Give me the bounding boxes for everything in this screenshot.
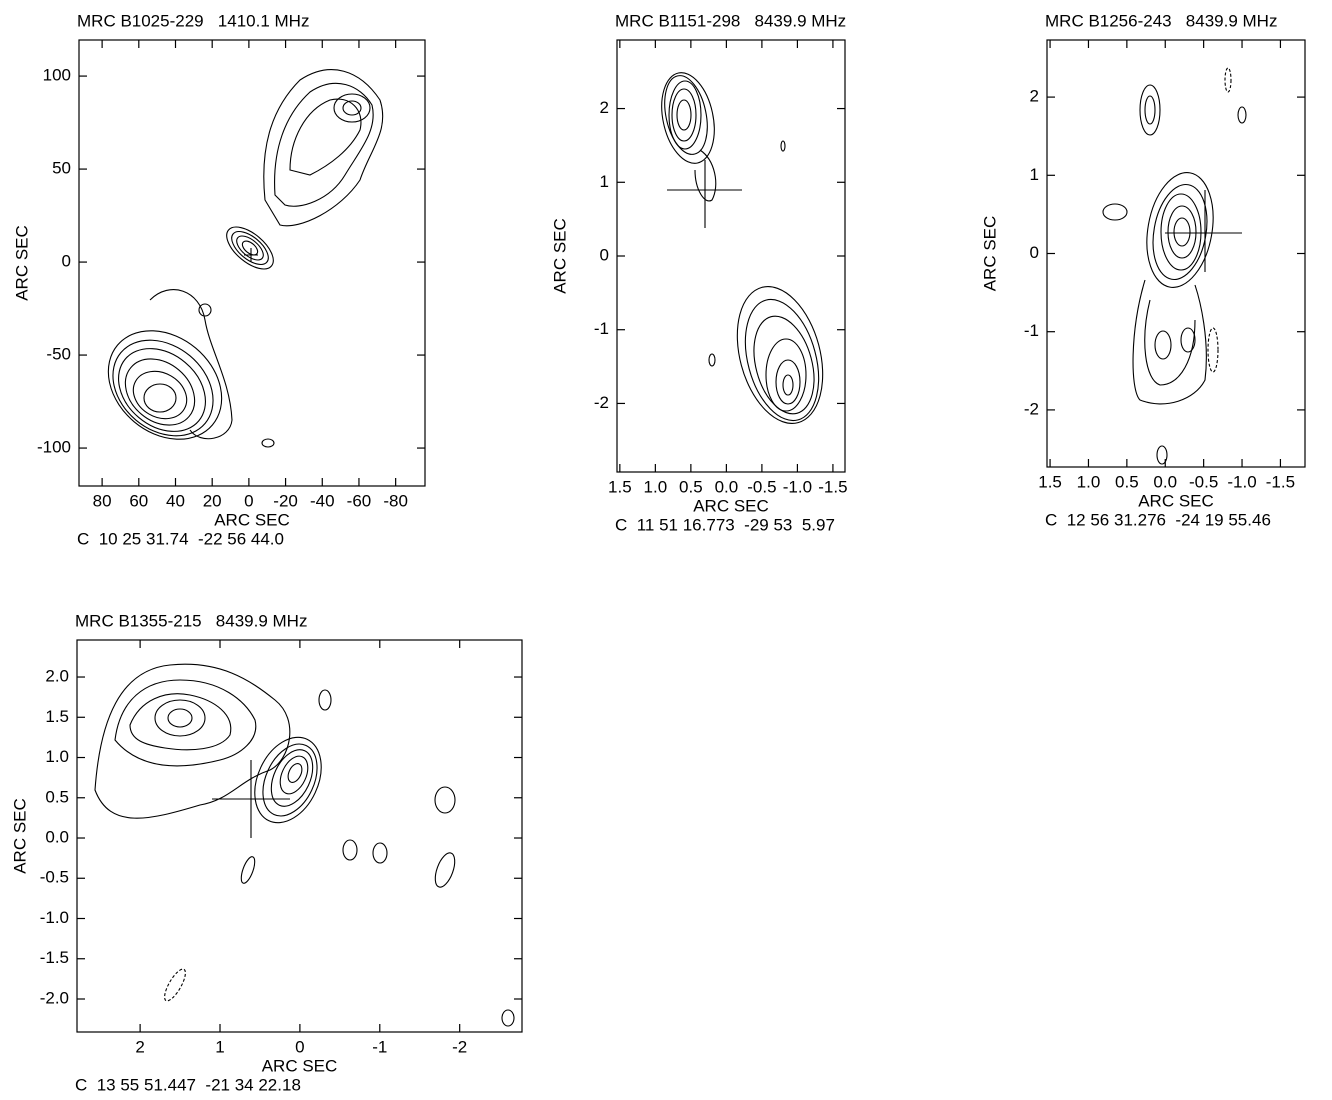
x-tick-label: 20	[203, 491, 222, 510]
y-tick-label: -100	[37, 438, 71, 457]
y-tick-label: 0	[600, 245, 609, 264]
x-tick-label: 1.5	[608, 477, 632, 496]
plot-frame	[77, 640, 522, 1032]
y-axis-label: ARC SEC	[10, 798, 29, 874]
y-tick-label: 0.0	[45, 827, 69, 846]
contours	[95, 664, 514, 1026]
chart-title: MRC B1151-298 8439.9 MHz	[615, 11, 846, 30]
contours	[654, 68, 837, 433]
footer-coordinates: C 11 51 16.773 -29 53 5.97	[615, 515, 835, 534]
y-axis-label: ARC SEC	[550, 218, 569, 294]
x-tick-label: 0.5	[679, 477, 703, 496]
x-tick-label: 1.0	[1077, 472, 1101, 491]
figure: MRC B1025-229 1410.1 MHz806040200-20-40-…	[0, 0, 1332, 1100]
x-tick-label: -1	[372, 1037, 387, 1056]
x-tick-label: -1.5	[1266, 472, 1295, 491]
chart-title: MRC B1256-243 8439.9 MHz	[1045, 11, 1277, 30]
contours	[1103, 68, 1246, 464]
x-tick-label: 1.5	[1038, 472, 1062, 491]
y-tick-label: -1	[594, 319, 609, 338]
x-tick-label: 0.0	[1153, 472, 1177, 491]
x-tick-label: 0	[295, 1037, 304, 1056]
chart-title: MRC B1025-229 1410.1 MHz	[77, 11, 309, 30]
y-tick-label: 100	[43, 66, 71, 85]
x-tick-label: -0.5	[747, 477, 776, 496]
y-tick-label: 1.0	[45, 747, 69, 766]
y-tick-label: -2.0	[40, 988, 69, 1007]
y-tick-label: -1	[1024, 321, 1039, 340]
x-tick-label: -60	[347, 491, 372, 510]
x-tick-label: 1.0	[644, 477, 668, 496]
y-tick-label: 2	[1030, 87, 1039, 106]
x-tick-label: -1.0	[783, 477, 812, 496]
y-tick-label: -1.5	[40, 948, 69, 967]
x-tick-label: -1.5	[818, 477, 847, 496]
x-tick-label: 0.5	[1115, 472, 1139, 491]
y-tick-label: 0	[62, 252, 71, 271]
footer-coordinates: C 13 55 51.447 -21 34 22.18	[75, 1075, 301, 1094]
x-tick-label: 1	[215, 1037, 224, 1056]
x-axis-label: ARC SEC	[693, 496, 769, 515]
x-tick-label: 60	[129, 491, 148, 510]
x-tick-label: -20	[273, 491, 298, 510]
x-tick-label: -2	[452, 1037, 467, 1056]
x-tick-label: -1.0	[1227, 472, 1256, 491]
y-tick-label: 2.0	[45, 667, 69, 686]
y-tick-label: 1.5	[45, 707, 69, 726]
contours	[87, 70, 383, 462]
y-tick-label: -2	[1024, 399, 1039, 418]
y-tick-label: 0	[1030, 243, 1039, 262]
y-axis-label: ARC SEC	[12, 225, 31, 301]
x-tick-label: 80	[93, 491, 112, 510]
y-tick-label: -2	[594, 393, 609, 412]
x-tick-label: 0	[244, 491, 253, 510]
footer-coordinates: C 10 25 31.74 -22 56 44.0	[77, 529, 284, 548]
y-tick-label: -0.5	[40, 868, 69, 887]
x-tick-label: 40	[166, 491, 185, 510]
x-tick-label: 0.0	[715, 477, 739, 496]
y-tick-label: 50	[52, 159, 71, 178]
plot-frame	[1047, 40, 1305, 467]
y-tick-label: 1	[1030, 165, 1039, 184]
x-axis-label: ARC SEC	[262, 1056, 338, 1075]
y-tick-label: 0.5	[45, 787, 69, 806]
plot-frame	[617, 40, 845, 472]
x-tick-label: -80	[383, 491, 408, 510]
x-tick-label: -0.5	[1189, 472, 1218, 491]
x-tick-label: 2	[135, 1037, 144, 1056]
y-axis-label: ARC SEC	[980, 216, 999, 292]
y-tick-label: -1.0	[40, 908, 69, 927]
footer-coordinates: C 12 56 31.276 -24 19 55.46	[1045, 510, 1271, 529]
x-axis-label: ARC SEC	[214, 510, 290, 529]
chart-title: MRC B1355-215 8439.9 MHz	[75, 611, 307, 630]
y-tick-label: 2	[600, 98, 609, 117]
x-tick-label: -40	[310, 491, 335, 510]
x-axis-label: ARC SEC	[1138, 491, 1214, 510]
y-tick-label: -50	[46, 345, 71, 364]
y-tick-label: 1	[600, 172, 609, 191]
